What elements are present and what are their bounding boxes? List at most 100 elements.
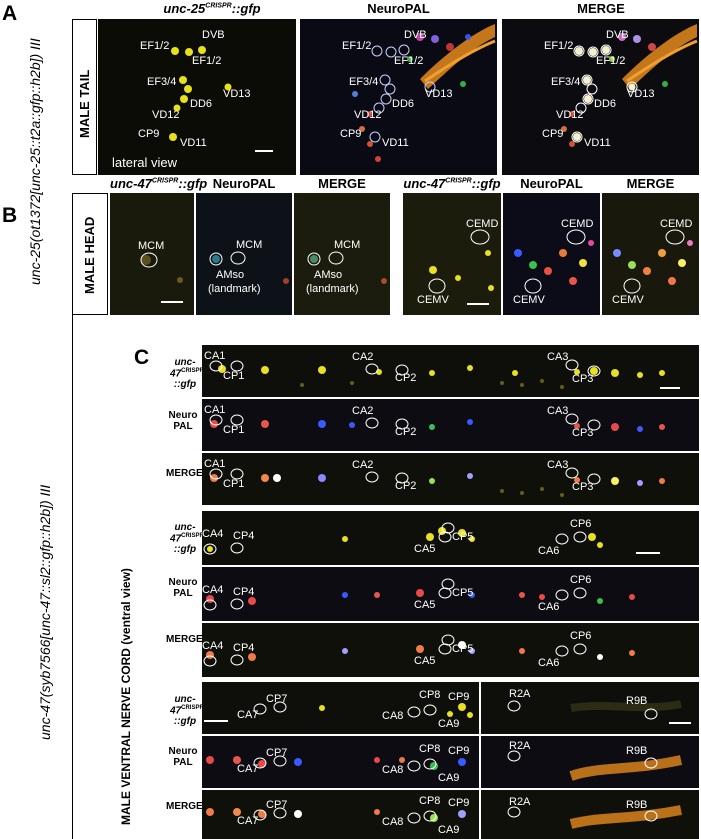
cell-label: MCM: [236, 239, 263, 251]
cell-label: CP8: [419, 795, 441, 807]
label-text: unc-47: [170, 357, 196, 380]
cell-label: CP9: [448, 691, 470, 703]
cell-label: CA7: [237, 815, 259, 827]
label-text: unc-47: [170, 694, 196, 717]
cell-label: CP9: [138, 128, 160, 140]
row-label-box-b: MALE HEAD: [72, 193, 108, 315]
label-text: unc-47: [403, 176, 446, 191]
cell-label: EF1/2: [596, 55, 626, 67]
cell-label: VD11: [584, 137, 611, 149]
column-title-neuropal-b-right: NeuroPAL: [520, 176, 583, 191]
row-label-np-2: Neuro PAL: [166, 577, 200, 599]
column-title-neuropal-a: NeuroPAL: [367, 1, 430, 16]
row-label-c: MALE VENTRAL NERVE CORD (ventral view): [119, 568, 133, 825]
row-label-np-1: Neuro PAL: [166, 410, 200, 432]
genotype-label-c: unc-47(syb7566[unc-47::sl2::gfp::h2b]) I…: [37, 484, 53, 740]
cell-label: CP7: [266, 799, 288, 811]
label-text: Neuro: [168, 746, 198, 757]
cell-label: DVB: [202, 29, 225, 41]
cell-label: EF3/4: [349, 76, 379, 88]
cell-label: VD12: [354, 109, 382, 121]
cell-label: CP5: [452, 587, 474, 599]
cell-label: CA6: [538, 657, 560, 669]
cell-label: VD12: [556, 109, 584, 121]
cell-label: CP5: [452, 531, 474, 543]
cell-label: EF3/4: [147, 76, 177, 88]
cell-label: DD6: [594, 98, 617, 110]
cell-label: (landmark): [208, 283, 261, 295]
cell-label: EF1/2: [342, 40, 372, 52]
cell-label: CP1: [223, 424, 245, 436]
row-label-gfp-1: unc-47CRISPR::gfp: [170, 357, 204, 391]
cell-label: EF3/4: [551, 76, 581, 88]
label-text: ::gfp: [173, 379, 197, 391]
row-label-gfp-2: unc-47CRISPR::gfp: [170, 522, 204, 555]
cell-label: CP8: [419, 743, 441, 755]
cell-label: EF1/2: [544, 40, 574, 52]
cell-label: CP3: [572, 373, 594, 385]
label-text: Neuro: [168, 577, 198, 588]
row-label-gfp-3: unc-47CRISPR::gfp: [170, 694, 204, 728]
row-label-merge-3: MERGE: [166, 801, 203, 812]
label-text: ::gfp: [178, 176, 208, 191]
cell-label: CP9: [448, 797, 470, 809]
micrograph-c2-gfp: CA4 CP4 CA5 CP5 CA6 CP6: [202, 511, 699, 565]
cell-label: VD11: [382, 137, 409, 149]
cell-label: CA8: [382, 816, 404, 828]
row-label-box-a: MALE TAIL: [72, 19, 97, 175]
cell-label: CA9: [438, 824, 460, 836]
cell-label: CA2: [352, 459, 374, 471]
cell-label: CA7: [237, 763, 259, 775]
label-text: CRISPR: [181, 368, 204, 374]
micrograph-c3-gfp-right: R2A R9B: [481, 682, 699, 734]
cell-label: DVB: [606, 29, 629, 41]
cell-label: CA3: [547, 405, 569, 417]
cell-label: R9B: [626, 799, 648, 811]
label-text: unc-47: [110, 176, 152, 191]
label-text: PAL: [173, 421, 193, 432]
column-title-neuropal-b-left: NeuroPAL: [212, 176, 276, 191]
panel-letter-b: B: [2, 204, 18, 227]
cell-label: R9B: [626, 745, 648, 757]
cell-label: CEMV: [612, 294, 644, 306]
cell-label: CP6: [570, 518, 592, 530]
cell-label: R2A: [509, 688, 531, 700]
cell-label: CA7: [237, 709, 259, 721]
micrograph-c3-neuropal: CP7 CA7 CP8 CP9 CA8 CA9: [202, 736, 479, 788]
cell-label: MCM: [138, 240, 165, 252]
cell-label: CA1: [204, 404, 226, 416]
cell-label: CA6: [538, 545, 560, 557]
label-text: MALE HEAD: [82, 216, 97, 294]
lateral-view-label: lateral view: [112, 155, 178, 170]
cell-label: CA1: [204, 350, 226, 362]
cell-label: R2A: [509, 740, 531, 752]
label-text: MALE TAIL: [77, 69, 92, 138]
cell-label: CA5: [414, 655, 436, 667]
cell-label: DD6: [190, 98, 213, 110]
genotype-label-a: unc-25(ot1372[unc-25::t2a::gfp::h2b]) II…: [27, 38, 43, 285]
row-label-np-3: Neuro PAL: [166, 746, 200, 768]
micrograph-a-neuropal: EF1/2 DVB EF1/2 EF3/4 VD13 DD6 VD12 CP9 …: [300, 19, 497, 175]
cell-label: CP2: [395, 372, 417, 384]
cell-label: CA4: [202, 640, 224, 652]
cell-label: CEMV: [417, 294, 449, 306]
label-text: ::gfp: [173, 716, 197, 728]
micrograph-b-merge-left: MCM AMso (landmark): [294, 193, 390, 315]
cell-label: CP1: [223, 370, 245, 382]
cell-label: CP7: [266, 693, 288, 705]
cell-label: CA2: [352, 351, 374, 363]
cell-label: VD13: [627, 88, 655, 100]
micrograph-c2-neuropal: CA4 CP4 CA5 CP5 CA6 CP6: [202, 567, 699, 621]
label-text: ::gfp: [471, 176, 501, 191]
cell-label: CA2: [352, 405, 374, 417]
cell-label: CP5: [452, 643, 474, 655]
micrograph-b-merge-right: CEMD CEMV: [602, 193, 699, 315]
cell-label: CP4: [233, 642, 255, 654]
panel-letter-a: A: [2, 2, 18, 25]
column-title-gfp-b-left: unc-47CRISPR::gfp: [110, 176, 207, 191]
cell-label: CP9: [542, 128, 564, 140]
cell-label: CA8: [382, 764, 404, 776]
micrograph-b-neuropal-right: CEMD CEMV: [503, 193, 600, 315]
cell-label: CP4: [233, 530, 255, 542]
micrograph-c1-neuropal: CA1 CP1 CA2 CP2 CA3 CP3: [202, 399, 699, 451]
